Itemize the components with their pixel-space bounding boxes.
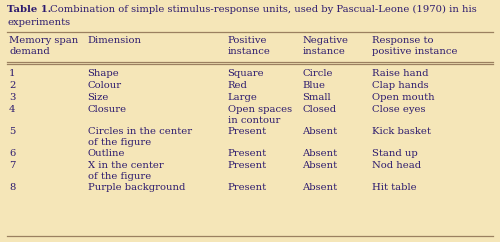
Text: Present: Present — [228, 127, 266, 136]
Text: Stand up: Stand up — [372, 149, 418, 158]
Text: Present: Present — [228, 149, 266, 158]
Text: 8: 8 — [9, 183, 16, 192]
Text: Open spaces
in contour: Open spaces in contour — [228, 105, 292, 125]
Text: 1: 1 — [9, 69, 16, 78]
Text: Response to
positive instance: Response to positive instance — [372, 36, 458, 56]
Text: Nod head: Nod head — [372, 161, 422, 170]
Text: Raise hand: Raise hand — [372, 69, 429, 78]
Text: Closed: Closed — [302, 105, 336, 114]
Text: Shape: Shape — [88, 69, 120, 78]
Text: Clap hands: Clap hands — [372, 81, 429, 90]
Text: Present: Present — [228, 183, 266, 192]
Text: Circle: Circle — [302, 69, 333, 78]
Text: 5: 5 — [9, 127, 16, 136]
Text: Dimension: Dimension — [88, 36, 142, 45]
Text: 6: 6 — [9, 149, 15, 158]
Text: Present: Present — [228, 161, 266, 170]
Text: Large: Large — [228, 93, 258, 102]
Text: 2: 2 — [9, 81, 16, 90]
Text: Size: Size — [88, 93, 109, 102]
Text: Negative
instance: Negative instance — [302, 36, 348, 56]
Text: 4: 4 — [9, 105, 16, 114]
Text: 3: 3 — [9, 93, 16, 102]
Text: Small: Small — [302, 93, 331, 102]
Text: Closure: Closure — [88, 105, 126, 114]
Text: Purple background: Purple background — [88, 183, 185, 192]
Text: Table 1.: Table 1. — [7, 5, 52, 14]
Text: Outline: Outline — [88, 149, 125, 158]
Text: experiments: experiments — [7, 18, 70, 27]
Text: Open mouth: Open mouth — [372, 93, 435, 102]
Text: Absent: Absent — [302, 149, 338, 158]
Text: Close eyes: Close eyes — [372, 105, 426, 114]
Text: Absent: Absent — [302, 161, 338, 170]
Text: Absent: Absent — [302, 127, 338, 136]
Text: Combination of simple stimulus-response units, used by Pascual-Leone (1970) in h: Combination of simple stimulus-response … — [47, 5, 477, 14]
Text: X in the center
of the figure: X in the center of the figure — [88, 161, 163, 182]
Text: Blue: Blue — [302, 81, 326, 90]
Text: Circles in the center
of the figure: Circles in the center of the figure — [88, 127, 192, 147]
Text: Red: Red — [228, 81, 248, 90]
Text: Colour: Colour — [88, 81, 122, 90]
Text: Absent: Absent — [302, 183, 338, 192]
Text: Hit table: Hit table — [372, 183, 417, 192]
Text: Square: Square — [228, 69, 264, 78]
Text: Memory span
demand: Memory span demand — [9, 36, 78, 56]
Text: Positive
instance: Positive instance — [228, 36, 270, 56]
Text: 7: 7 — [9, 161, 16, 170]
Text: Kick basket: Kick basket — [372, 127, 432, 136]
